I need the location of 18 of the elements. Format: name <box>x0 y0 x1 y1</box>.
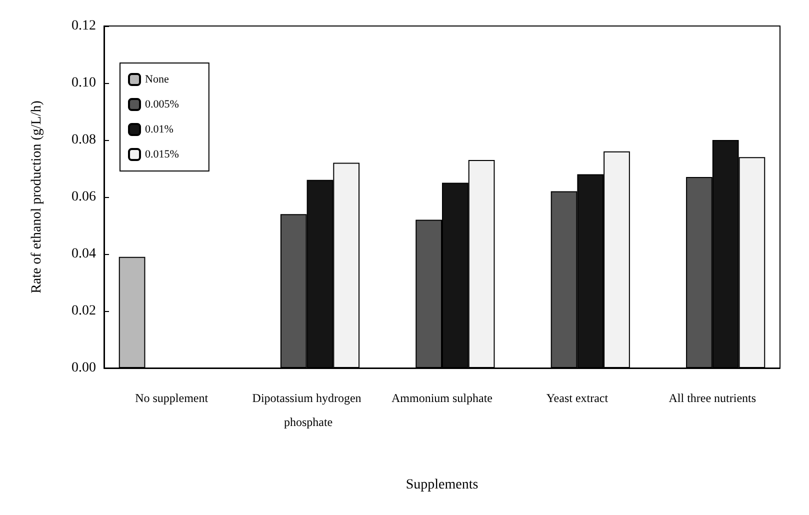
y-tick-label: 0.10 <box>72 76 96 90</box>
legend-label: None <box>145 74 169 86</box>
legend-label: 0.015% <box>145 148 179 160</box>
x-tick-label: All three nutrients <box>668 391 756 405</box>
y-tick-label: 0.08 <box>72 132 96 148</box>
x-tick-label: Ammonium sulphate <box>392 391 492 405</box>
x-tick-label: Yeast extract <box>546 391 609 405</box>
y-tick-label: 0.06 <box>72 190 96 204</box>
y-tick-label: 0.00 <box>72 360 96 376</box>
y-tick-label: 0.12 <box>72 18 96 34</box>
y-tick-label: 0.04 <box>72 246 96 262</box>
y-tick-label: 0.02 <box>72 304 96 318</box>
x-axis-title: Supplements <box>406 478 478 492</box>
legend-label: 0.01% <box>145 124 174 136</box>
y-axis-title: Rate of ethanol production (g/L/h) <box>30 100 44 294</box>
x-tick-label: No supplement <box>135 391 209 405</box>
x-tick-label: Dipotassium hydrogen phosphate <box>252 391 362 429</box>
legend-label: 0.005% <box>145 98 179 110</box>
